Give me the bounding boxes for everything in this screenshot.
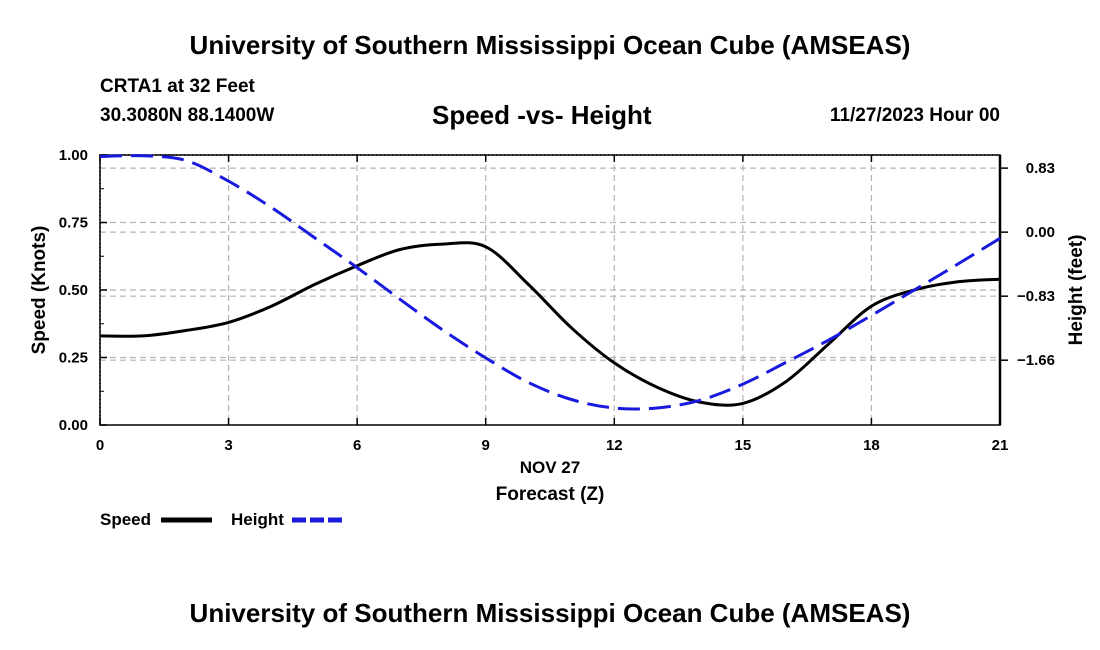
x-tick-label: 6 [353,437,361,454]
y-left-tick-label: 0.50 [59,282,88,299]
x-tick-label: 15 [735,437,752,454]
x-tick-label: 12 [606,437,623,454]
grid-lines [100,155,1000,425]
series-lines [99,154,1001,411]
station-label: CRTA1 at 32 Feet [100,76,255,97]
chart-footer-title: University of Southern Mississippi Ocean… [189,598,911,628]
x-tick-label: 3 [224,437,232,454]
y-right-tick-label: 0.00 [1026,224,1055,241]
y-axis-right-label: Height (feet) [1066,235,1087,346]
station-coordinates: 30.3080N 88.1400W [100,105,275,126]
y-axis-left-label: Speed (Knots) [29,226,50,355]
x-tick-label: 0 [96,437,104,454]
legend-speed-label: Speed [100,510,151,529]
x-tick-label: 21 [992,437,1009,454]
height-series-line [99,154,1001,411]
y-left-tick-label: 0.25 [59,350,88,367]
speed-series-line [99,241,1001,407]
y-right-tick-label: −1.66 [1017,352,1055,369]
chart-title: Speed -vs- Height [432,100,652,130]
y-left-tick-label: 1.00 [59,147,88,164]
tick-labels: 0 3 6 9 12 15 18 21 0.00 0.25 0.50 0.75 1.00 0.83 0.00… [59,147,1055,454]
y-left-tick-label: 0.75 [59,215,88,232]
y-right-tick-label: 0.83 [1026,160,1055,177]
y-left-tick-label: 0.00 [59,417,88,434]
x-tick-label: 18 [863,437,880,454]
x-tick-label: 9 [482,437,490,454]
legend-height-label: Height [231,510,284,529]
legend: Speed Height [100,510,342,529]
x-axis-date-label: NOV 27 [520,458,580,477]
y-right-tick-label: −0.83 [1017,288,1055,305]
x-axis-label: Forecast (Z) [496,484,605,505]
chart-header-title: University of Southern Mississippi Ocean… [189,30,911,60]
forecast-datetime: 11/27/2023 Hour 00 [829,105,1000,126]
